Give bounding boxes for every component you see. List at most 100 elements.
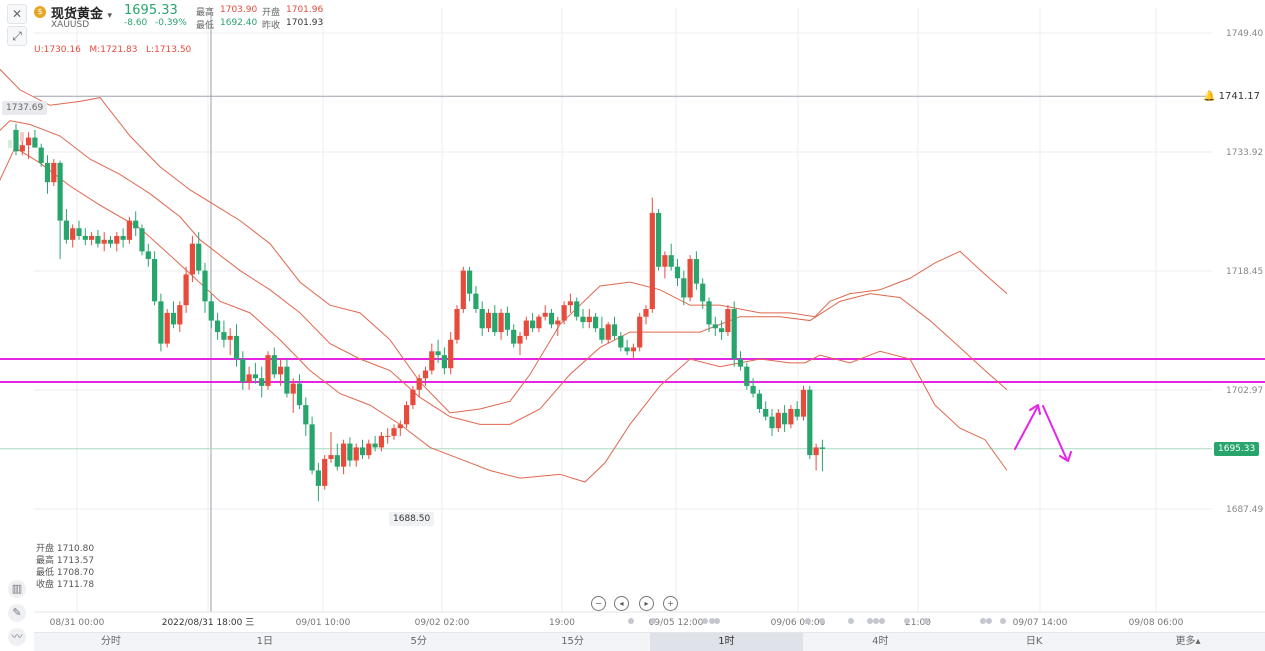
candle-body bbox=[189, 243, 195, 275]
candle-body bbox=[397, 424, 403, 429]
candle-body bbox=[101, 239, 107, 244]
skip-back-icon[interactable]: ◂ bbox=[614, 596, 629, 611]
pen-icon[interactable]: ✎ bbox=[8, 604, 26, 622]
close-icon[interactable]: ✕ bbox=[7, 4, 27, 24]
x-tick-label: 09/01 10:00 bbox=[296, 618, 351, 628]
event-dot bbox=[805, 618, 811, 624]
event-dot bbox=[819, 618, 825, 624]
y-tick-label: 1687.49 bbox=[1226, 505, 1263, 515]
candle-body bbox=[819, 447, 825, 449]
candle-body bbox=[114, 235, 120, 244]
candle-body bbox=[687, 259, 693, 298]
candle-body bbox=[700, 283, 706, 302]
candle-body bbox=[649, 212, 655, 310]
candle-body bbox=[782, 412, 788, 425]
candle-body bbox=[517, 335, 523, 344]
candle-body bbox=[630, 347, 636, 352]
event-dot bbox=[709, 618, 715, 624]
ohlc-panel: 开盘 1710.80 最高 1713.57 最低 1708.70 收盘 1711… bbox=[36, 543, 94, 591]
left-price-label: 1737.69 bbox=[2, 101, 48, 115]
candle-body bbox=[731, 309, 737, 359]
candle-body bbox=[334, 455, 340, 467]
candle-body bbox=[662, 255, 668, 267]
symbol-name: 现货黄金 bbox=[51, 7, 104, 22]
faded-candle bbox=[20, 132, 24, 142]
bollinger-legend: U:1730.16 M:1721.83 L:1713.50 bbox=[34, 45, 192, 55]
candle-body bbox=[548, 312, 555, 325]
alert-price-wrap: 🔔 1741.17 bbox=[1199, 90, 1264, 104]
candle-body bbox=[618, 335, 624, 348]
candle-body bbox=[32, 137, 38, 148]
candle-body bbox=[265, 355, 271, 386]
candle-body bbox=[725, 309, 731, 333]
tab-daily[interactable]: 日K bbox=[1025, 636, 1043, 647]
ohlc-open: 开盘 1710.80 bbox=[36, 544, 95, 554]
candle-body bbox=[435, 351, 441, 356]
symbol-selector[interactable]: 现货黄金 ▾ bbox=[51, 3, 112, 22]
candle-body bbox=[706, 301, 712, 325]
tab-1d[interactable]: 1日 bbox=[256, 636, 273, 647]
candle-body bbox=[504, 312, 510, 330]
candle-body bbox=[38, 147, 44, 163]
bell-icon[interactable]: 🔔 bbox=[1203, 91, 1216, 102]
last-price: 1695.33 bbox=[124, 3, 178, 18]
candle-body bbox=[290, 383, 296, 394]
faded-candle bbox=[8, 139, 12, 148]
candle-body bbox=[605, 324, 611, 340]
projection-arrow-down bbox=[1042, 405, 1068, 461]
tab-4h[interactable]: 4时 bbox=[872, 636, 889, 647]
candle-body bbox=[441, 355, 447, 369]
candle-body bbox=[656, 212, 662, 267]
bollinger-middle bbox=[0, 120, 1008, 425]
tab-5m[interactable]: 5分 bbox=[410, 636, 427, 647]
candle-body bbox=[410, 389, 416, 406]
candle-body bbox=[227, 335, 233, 340]
candle-body bbox=[120, 235, 126, 240]
candle-body bbox=[347, 443, 353, 461]
candle-body bbox=[126, 220, 132, 240]
candle-body bbox=[309, 424, 315, 471]
ohlc-low: 最低 1708.70 bbox=[36, 568, 95, 578]
event-dot bbox=[873, 618, 879, 624]
zoom-in-icon[interactable]: + bbox=[663, 596, 678, 611]
candle-body bbox=[668, 255, 674, 267]
candle-body bbox=[643, 309, 649, 317]
current-price-label: 1695.33 bbox=[1214, 442, 1260, 456]
candle-body bbox=[259, 378, 265, 386]
wave-icon[interactable]: 〰 bbox=[8, 628, 26, 646]
tab-fenshi[interactable]: 分时 bbox=[100, 636, 121, 647]
timeframe-tabs: 分时 1日 5分 15分 1时 4时 日K 更多▴ bbox=[34, 632, 1265, 651]
tab-more[interactable]: 更多▴ bbox=[1175, 636, 1201, 647]
tab-1h[interactable]: 1时 bbox=[649, 633, 804, 651]
plot-area bbox=[34, 8, 1212, 612]
projection-arrowhead-up bbox=[1029, 404, 1041, 415]
indicator-icon[interactable]: ▥ bbox=[8, 580, 26, 598]
low-price-label: 1688.50 bbox=[389, 512, 435, 526]
candle-body bbox=[139, 228, 145, 252]
open-label: 开盘 bbox=[262, 8, 281, 18]
candle-body bbox=[756, 393, 762, 409]
candle-body bbox=[57, 162, 63, 221]
candle-body bbox=[498, 312, 504, 333]
candle-body bbox=[107, 239, 114, 244]
candle-body bbox=[460, 270, 466, 310]
draw-line-icon[interactable]: ⤢ bbox=[7, 26, 27, 46]
candle-body bbox=[794, 408, 800, 417]
candle-body bbox=[133, 220, 139, 229]
skip-forward-icon[interactable]: ▸ bbox=[639, 596, 654, 611]
candle-body bbox=[593, 316, 599, 329]
candle-body bbox=[158, 301, 164, 344]
event-dot bbox=[1000, 618, 1006, 624]
event-dot bbox=[986, 618, 992, 624]
event-dot bbox=[628, 618, 634, 624]
x-tick-label: 08/31 00:00 bbox=[50, 618, 105, 628]
zoom-out-icon[interactable]: − bbox=[591, 596, 606, 611]
candle-body bbox=[763, 408, 769, 417]
tab-15m[interactable]: 15分 bbox=[561, 636, 584, 647]
ohlc-close: 收盘 1711.78 bbox=[36, 580, 95, 590]
prev-close-label: 昨收 bbox=[262, 21, 281, 31]
candle-body bbox=[674, 266, 681, 279]
event-dot bbox=[923, 618, 929, 624]
candle-body bbox=[271, 355, 277, 375]
